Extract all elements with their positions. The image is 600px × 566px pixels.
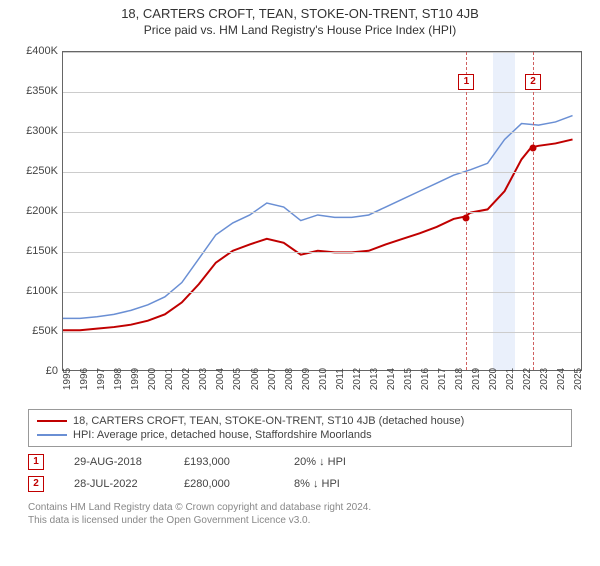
y-axis-label: £400K: [10, 45, 58, 57]
y-axis-label: £350K: [10, 85, 58, 97]
chart-title: 18, CARTERS CROFT, TEAN, STOKE-ON-TRENT,…: [0, 6, 600, 21]
x-axis-label: 2025: [573, 368, 595, 390]
gridline: [63, 92, 581, 93]
sale-date: 28-JUL-2022: [74, 478, 154, 490]
y-axis-label: £150K: [10, 245, 58, 257]
y-axis-label: £250K: [10, 165, 58, 177]
gridline: [63, 332, 581, 333]
marker-dot: [530, 145, 537, 152]
chart-area: 12 £0£50K£100K£150K£200K£250K£300K£350K£…: [10, 41, 590, 401]
sale-price: £193,000: [184, 456, 264, 468]
sale-marker: 1: [28, 454, 44, 470]
sale-delta: 20% ↓ HPI: [294, 456, 374, 468]
footer-text: Contains HM Land Registry data © Crown c…: [28, 501, 572, 527]
legend-swatch: [37, 434, 67, 436]
sale-price: £280,000: [184, 478, 264, 490]
y-axis-label: £200K: [10, 205, 58, 217]
y-axis-label: £50K: [10, 325, 58, 337]
legend-item: 18, CARTERS CROFT, TEAN, STOKE-ON-TRENT,…: [37, 414, 563, 428]
footer-line-2: This data is licensed under the Open Gov…: [28, 514, 572, 527]
sales-table: 1 29-AUG-2018 £193,000 20% ↓ HPI 2 28-JUL-202…: [28, 451, 572, 495]
gridline: [63, 52, 581, 53]
gridline: [63, 132, 581, 133]
legend-swatch: [37, 420, 67, 422]
series-hpi: [63, 116, 573, 319]
chart-subtitle: Price paid vs. HM Land Registry's House …: [0, 23, 600, 37]
legend-item: HPI: Average price, detached house, Staf…: [37, 428, 563, 442]
plot-area: 12: [62, 51, 582, 371]
y-axis-label: £0: [10, 365, 58, 377]
gridline: [63, 172, 581, 173]
legend-label: HPI: Average price, detached house, Staf…: [73, 429, 372, 441]
marker-dash: [533, 52, 534, 370]
sale-row: 1 29-AUG-2018 £193,000 20% ↓ HPI: [28, 451, 572, 473]
legend-box: 18, CARTERS CROFT, TEAN, STOKE-ON-TRENT,…: [28, 409, 572, 447]
sale-delta: 8% ↓ HPI: [294, 478, 374, 490]
marker-dot: [463, 214, 470, 221]
legend-label: 18, CARTERS CROFT, TEAN, STOKE-ON-TRENT,…: [73, 415, 464, 427]
marker-label: 1: [458, 74, 474, 90]
sale-date: 29-AUG-2018: [74, 456, 154, 468]
gridline: [63, 252, 581, 253]
sale-marker: 2: [28, 476, 44, 492]
sale-row: 2 28-JUL-2022 £280,000 8% ↓ HPI: [28, 473, 572, 495]
y-axis-label: £100K: [10, 285, 58, 297]
gridline: [63, 292, 581, 293]
y-axis-label: £300K: [10, 125, 58, 137]
gridline: [63, 212, 581, 213]
marker-dash: [466, 52, 467, 370]
marker-label: 2: [525, 74, 541, 90]
footer-line-1: Contains HM Land Registry data © Crown c…: [28, 501, 572, 514]
series-property: [63, 139, 573, 330]
